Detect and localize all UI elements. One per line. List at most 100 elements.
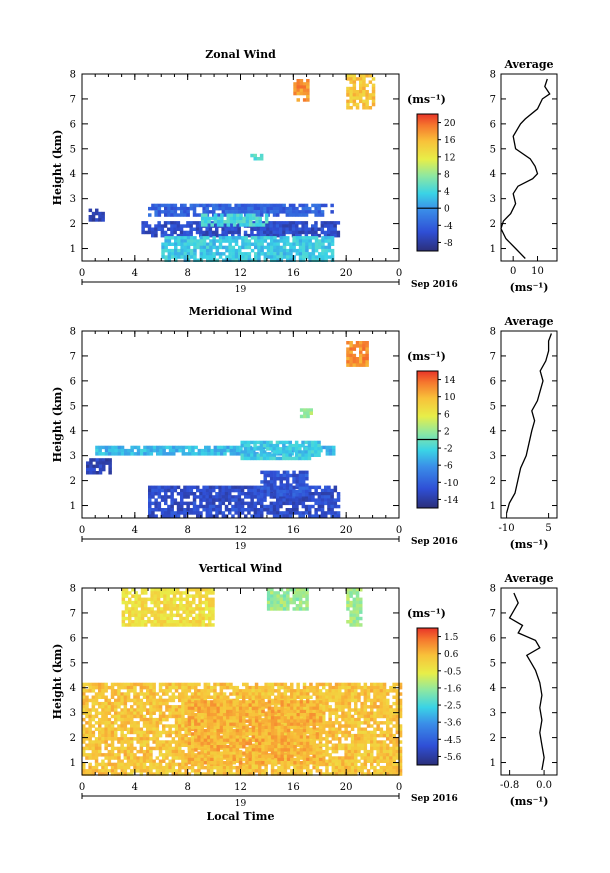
heatmap-cell [311, 485, 315, 490]
heatmap-cell [322, 727, 326, 731]
heatmap-cell [282, 224, 286, 228]
heatmap-cell [286, 772, 291, 776]
heatmap-cell [295, 206, 299, 211]
heatmap-cell [136, 765, 140, 770]
heatmap-cell [208, 488, 213, 493]
heatmap-cell [226, 700, 230, 704]
heatmap-cell [82, 737, 86, 741]
heatmap-cell [261, 445, 266, 450]
heatmap-cell [363, 756, 368, 760]
heatmap-cell [286, 722, 291, 727]
heatmap-cell [267, 722, 272, 727]
heatmap-cell [206, 713, 211, 717]
heatmap-cell [114, 737, 118, 741]
heatmap-cell [92, 471, 96, 475]
heatmap-cell [334, 689, 339, 693]
heatmap-cell [298, 227, 302, 231]
heatmap-cell [346, 86, 350, 91]
heatmap-cell [398, 746, 403, 751]
heatmap-cell [350, 749, 355, 754]
y-tick-label: 5 [70, 144, 76, 155]
heatmap-cell [366, 772, 371, 776]
heatmap-cell [200, 220, 205, 224]
heatmap-cell [238, 722, 243, 727]
heatmap-cell [382, 692, 387, 696]
heatmap-cell [328, 445, 333, 450]
heatmap-cell [186, 221, 190, 225]
heatmap-cell [331, 733, 336, 738]
heatmap-cell [256, 485, 261, 490]
heatmap-cell [235, 772, 240, 776]
heatmap-cell [180, 511, 184, 515]
heatmap-cell [170, 206, 174, 211]
heatmap-cell [183, 224, 187, 228]
heatmap-cell [314, 453, 318, 457]
heatmap-cell [151, 511, 155, 515]
heatmap-cell [232, 213, 237, 218]
heatmap-cell [158, 759, 163, 763]
heatmap-cell [136, 692, 140, 696]
heatmap-cell [302, 700, 307, 704]
heatmap-cell [299, 706, 304, 711]
heatmap-cell [299, 91, 304, 96]
heatmap-cell [298, 483, 303, 487]
heatmap-cell [269, 210, 274, 214]
heatmap-cell [120, 724, 124, 728]
heatmap-cell [359, 363, 363, 367]
heatmap-cell [174, 245, 178, 250]
heatmap-cell [234, 255, 239, 259]
heatmap-cell [363, 701, 368, 706]
heatmap-cell [91, 717, 96, 722]
heatmap-cell [309, 769, 313, 773]
heatmap-cell [318, 682, 323, 687]
heatmap-cell [133, 698, 137, 703]
heatmap-cell [370, 701, 374, 706]
heatmap-cell [231, 248, 236, 253]
heatmap-cell [292, 236, 296, 240]
heatmap-cell [178, 769, 182, 773]
heatmap-cell [202, 236, 207, 240]
heatmap-cell [110, 753, 115, 757]
heatmap-cell [334, 769, 339, 773]
heatmap-cell [210, 703, 214, 707]
heatmap-cell [305, 245, 309, 250]
heatmap-cell [370, 730, 374, 735]
heatmap-cell [314, 485, 318, 490]
heatmap-cell [181, 772, 185, 776]
heatmap-cell [338, 737, 342, 741]
heatmap-cell [88, 727, 92, 731]
heatmap-cell [133, 730, 137, 735]
heatmap-cell [354, 737, 358, 741]
heatmap-cell [328, 762, 332, 767]
heatmap-cell [251, 695, 256, 699]
heatmap-cell [359, 93, 363, 97]
heatmap-cell [219, 709, 224, 714]
heatmap-cell [117, 762, 121, 767]
heatmap-cell [389, 749, 393, 754]
heatmap-cell [196, 511, 200, 515]
heatmap-cell [155, 724, 160, 728]
heatmap-cell [344, 682, 348, 687]
heatmap-cell [133, 727, 137, 731]
heatmap-cell [349, 360, 353, 364]
heatmap-cell [184, 724, 188, 728]
heatmap-cell [107, 756, 112, 760]
heatmap-cell [299, 692, 304, 696]
heatmap-cell [274, 772, 278, 776]
heatmap-cell [114, 769, 118, 773]
heatmap-cell [275, 443, 280, 448]
heatmap-cell [234, 504, 238, 509]
heatmap-cell [250, 210, 254, 214]
heatmap-cell [298, 495, 302, 499]
heatmap-cell [181, 733, 185, 738]
heatmap-cell [240, 443, 244, 448]
heatmap-cell [332, 448, 336, 453]
heatmap-cell [149, 730, 153, 735]
heatmap-cell [168, 708, 172, 712]
heatmap-cell [133, 685, 137, 690]
heatmap-cell [376, 756, 380, 760]
heatmap-cell [277, 719, 281, 723]
heatmap-cell [245, 709, 249, 714]
heatmap-cell [206, 242, 210, 246]
profile-y-tick-label: 1 [490, 501, 496, 512]
